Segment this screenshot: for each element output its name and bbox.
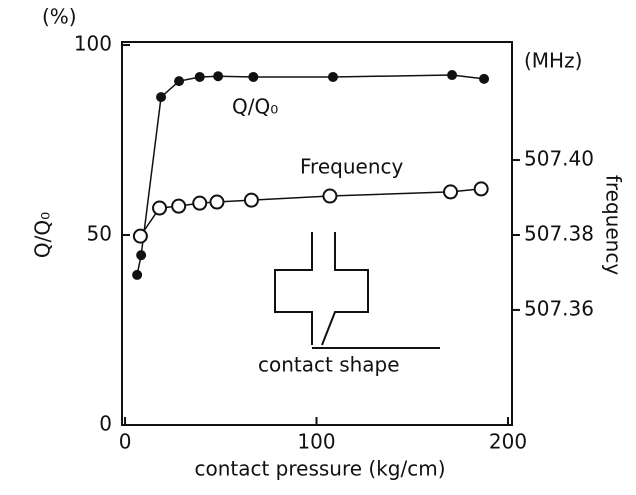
annotation: Frequency (300, 155, 403, 179)
data-point (214, 72, 222, 80)
data-point (480, 75, 488, 83)
y2-axis-label: frequency (602, 175, 626, 275)
data-point (193, 197, 206, 210)
data-point (249, 73, 257, 81)
data-point (175, 77, 183, 85)
y-tick-label: 100 (74, 32, 112, 56)
data-point (134, 230, 147, 243)
data-point (133, 271, 141, 279)
x-tick-label: 200 (489, 430, 527, 454)
y2-unit: (MHz) (524, 49, 582, 73)
chart: (%) (MHz) Q/Q₀ frequency contact pressur… (0, 0, 636, 495)
data-point (448, 71, 456, 79)
annotation: contact shape (258, 353, 400, 377)
y2-tick-label: 507.38 (524, 221, 594, 245)
data-point (137, 251, 145, 259)
data-point (475, 182, 488, 195)
data-point (323, 190, 336, 203)
y2-tick-label: 507.40 (524, 147, 594, 171)
x-tick-label: 0 (119, 430, 132, 454)
annotation: Q/Q₀ (232, 95, 278, 119)
data-point (329, 73, 337, 81)
background (0, 0, 636, 495)
y-axis-label: Q/Q₀ (31, 212, 55, 258)
data-point (153, 202, 166, 215)
data-point (444, 185, 457, 198)
x-axis-label: contact pressure (kg/cm) (194, 457, 445, 481)
data-point (245, 194, 258, 207)
x-tick-label: 100 (297, 430, 335, 454)
y2-tick-label: 507.36 (524, 296, 594, 320)
y-unit: (%) (42, 5, 77, 29)
data-point (172, 200, 185, 213)
y-tick-label: 50 (87, 222, 112, 246)
data-point (157, 93, 165, 101)
data-point (210, 196, 223, 209)
data-point (196, 73, 204, 81)
y-tick-label: 0 (99, 412, 112, 436)
